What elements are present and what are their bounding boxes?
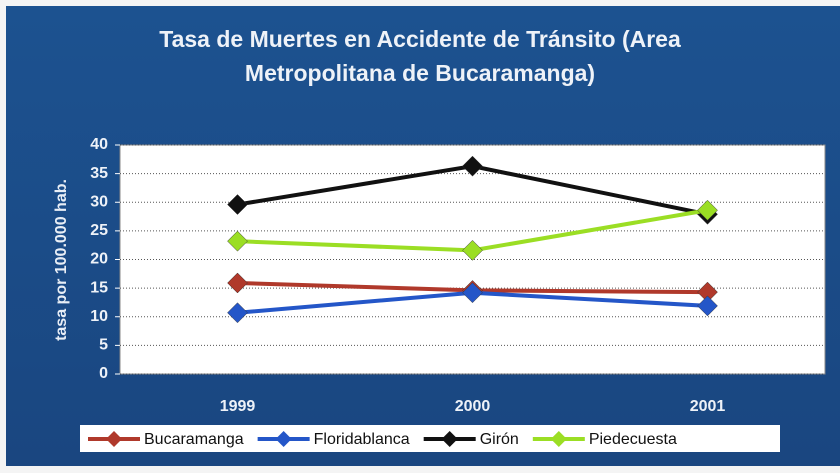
y-tick-label: 20 (90, 251, 108, 268)
data-point (697, 199, 718, 221)
y-tick-label: 0 (99, 365, 108, 382)
y-tick-label: 35 (90, 165, 108, 182)
chart-title: Tasa de Muertes en Accidente de Tránsito… (159, 26, 681, 86)
y-tick-label: 25 (90, 222, 108, 239)
legend-marker (106, 431, 122, 447)
legend-marker (275, 431, 292, 447)
y-tick-label: 10 (90, 308, 108, 325)
data-point (462, 239, 483, 261)
y-axis-label: tasa por 100.000 hab. (53, 179, 70, 341)
legend-label: Girón (480, 431, 519, 448)
legend-label: Floridablanca (314, 431, 410, 448)
y-tick-label: 40 (90, 136, 108, 153)
data-point (227, 230, 248, 252)
x-tick-label: 2001 (690, 398, 726, 415)
data-point (697, 295, 718, 317)
data-point (227, 272, 248, 294)
data-point (227, 194, 248, 215)
data-point (227, 302, 248, 324)
legend-label: Bucaramanga (144, 431, 244, 448)
y-tick-label: 30 (90, 193, 108, 210)
legend-marker (550, 431, 567, 447)
legend-label: Piedecuesta (589, 431, 677, 448)
x-tick-label: 1999 (220, 398, 256, 415)
y-tick-label: 15 (90, 279, 108, 296)
data-point (462, 155, 483, 177)
legend-marker (441, 431, 458, 447)
x-tick-label: 2000 (455, 398, 491, 415)
data-point (462, 282, 483, 304)
y-tick-label: 5 (99, 337, 108, 354)
